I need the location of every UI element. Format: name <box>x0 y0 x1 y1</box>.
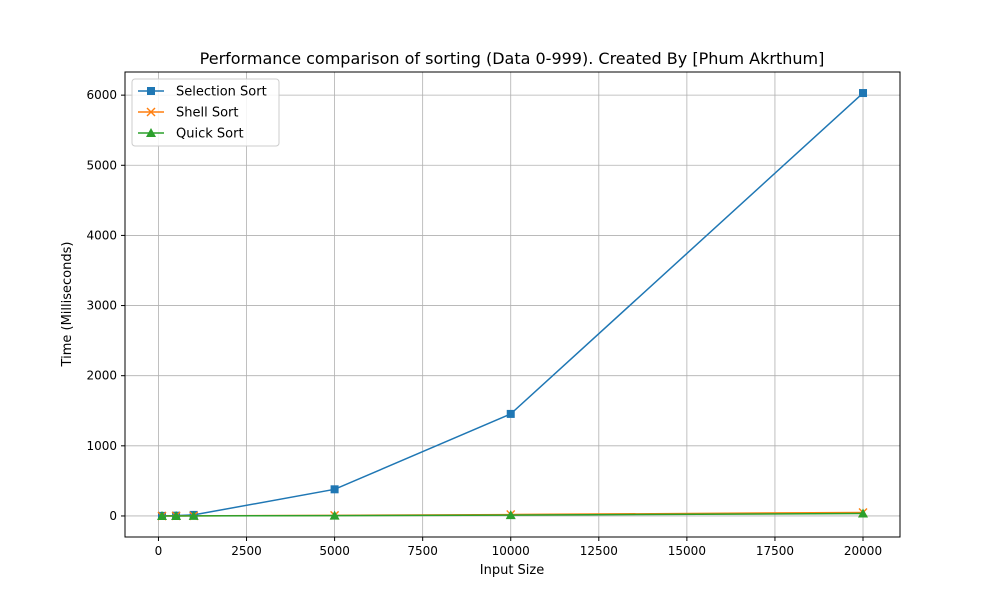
quick-sort-point <box>329 510 340 520</box>
y-tick-label: 3000 <box>86 299 117 313</box>
selection-sort-point <box>506 409 515 418</box>
x-tick-label: 10000 <box>492 544 530 558</box>
series-layer <box>156 89 869 521</box>
selection-sort-point <box>859 89 868 98</box>
grid <box>125 72 900 537</box>
legend-label: Selection Sort <box>176 85 267 100</box>
y-axis-label: Time (Milliseconds) <box>60 242 75 368</box>
plot-frame <box>124 71 901 538</box>
x-tick-label: 20000 <box>844 544 882 558</box>
quick-sort-point <box>171 510 182 520</box>
legend: Selection Sort Shell Sort Quick Sort <box>131 78 280 147</box>
selection-sort-line <box>161 92 864 517</box>
x-tick-label: 5000 <box>319 544 350 558</box>
x-tick-label: 12500 <box>580 544 618 558</box>
y-tick-label: 4000 <box>86 228 117 242</box>
ticks: 0 2500 5000 7500 10000 12500 15000 17500 20000 0 1… <box>86 88 882 558</box>
x-tick-label: 17500 <box>756 544 794 558</box>
legend-label: Quick Sort <box>176 127 244 142</box>
legend-item-selection-sort: Selection Sort <box>138 85 267 100</box>
legend-item-quick-sort: Quick Sort <box>138 127 244 142</box>
selection-sort-series <box>157 89 868 520</box>
x-tick-label: 2500 <box>231 544 262 558</box>
quick-sort-point <box>858 508 869 518</box>
x-axis-label: Input Size <box>480 563 544 578</box>
x-tick-label: 7500 <box>407 544 438 558</box>
selection-sort-point <box>330 485 339 494</box>
chart-title: Performance comparison of sorting (Data … <box>200 49 825 68</box>
y-tick-label: 6000 <box>86 88 117 102</box>
y-tick-label: 1000 <box>86 439 117 453</box>
x-tick-label: 15000 <box>668 544 706 558</box>
quick-sort-series <box>156 508 869 520</box>
legend-item-shell-sort: Shell Sort <box>138 106 239 121</box>
legend-marker <box>146 107 156 117</box>
y-tick-label: 2000 <box>86 369 117 383</box>
y-tick-label: 0 <box>109 509 117 523</box>
legend-marker <box>147 87 155 95</box>
quick-sort-point <box>505 510 516 520</box>
y-tick-label: 5000 <box>86 158 117 172</box>
legend-marker <box>146 128 156 137</box>
legend-label: Shell Sort <box>176 106 239 121</box>
quick-sort-point <box>188 510 199 520</box>
legend-box <box>131 78 280 147</box>
x-tick-label: 0 <box>155 544 163 558</box>
quick-sort-point <box>156 510 167 520</box>
